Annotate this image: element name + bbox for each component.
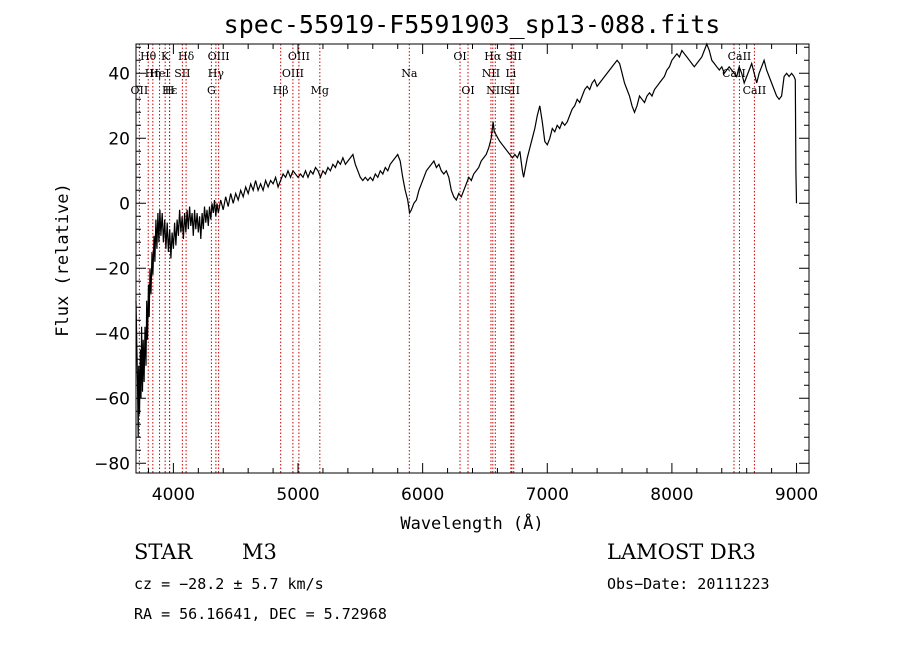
line-label-oiii-4363: OIII (208, 50, 230, 63)
line-label-g-4305: G (207, 84, 216, 97)
x-tick-label: 8000 (650, 485, 693, 505)
line-label-nii-6583: NII (486, 84, 504, 97)
line-label-oii-3727: OII (131, 84, 149, 97)
y-tick-label: 40 (108, 64, 130, 84)
line-label-caii-8662: CaII (743, 84, 767, 97)
x-tick-label: 4000 (152, 485, 195, 505)
line-label-na-5893: Na (401, 67, 418, 80)
line-label-k-3934: K (161, 50, 170, 63)
line-label-hθ-3798: Hθ (140, 50, 157, 63)
line-label-h-3969: H (165, 84, 175, 97)
coordinates: RA = 56.16641, DEC = 5.72968 (134, 605, 387, 623)
object-subclass: M3 (242, 540, 277, 564)
line-label-sii-6731: SII (506, 50, 522, 63)
y-tick-label: −40 (94, 324, 130, 344)
y-axis-label: Flux (relative) (53, 183, 73, 337)
survey-name: LAMOST DR3 (607, 540, 756, 564)
y-tick-label: −80 (94, 454, 130, 474)
x-tick-label: 5000 (276, 485, 319, 505)
line-label-hei-3889: HeI (149, 67, 169, 80)
line-label-hδ-4102: Hδ (178, 50, 195, 63)
y-tick-label: −60 (94, 389, 130, 409)
line-label-oi-6300: OI (453, 50, 466, 63)
line-label-oi-6364: OI (461, 84, 474, 97)
observation-date: Obs−Date: 20111223 (607, 575, 770, 593)
line-label-mg-5175: Mg (311, 84, 329, 97)
plot-frame (135, 43, 810, 474)
y-tick-label: 0 (119, 194, 130, 214)
line-label-sii-4072: SII (174, 67, 190, 80)
x-tick-label: 9000 (775, 485, 818, 505)
y-axis-ticks: −80 −60 −40 −20 0 20 40 (94, 46, 809, 474)
line-label-caii-8542: CaII (728, 50, 752, 63)
line-label-hε-3970: Hε (162, 84, 178, 97)
line-label-oiii-4959: OIII (282, 67, 304, 80)
spectral-line-markers (138, 44, 755, 473)
spectrum-series (135, 42, 798, 438)
x-tick-label: 6000 (401, 485, 444, 505)
object-class: STAR (134, 540, 193, 564)
line-label-hα-6563: Hα (484, 50, 502, 63)
redshift-cz: cz = −28.2 ± 5.7 km/s (134, 575, 324, 593)
y-tick-label: −20 (94, 259, 130, 279)
x-tick-label: 7000 (526, 485, 569, 505)
chart-title: spec-55919-F5591903_sp13-088.fits (224, 10, 721, 39)
x-axis-ticks: 4000 5000 6000 7000 8000 9000 (147, 44, 818, 505)
line-label-sii-6716: SII (504, 84, 520, 97)
line-label-nii-6548: NII (482, 67, 500, 80)
line-label-hγ-4341: Hγ (208, 67, 225, 80)
x-axis-label: Wavelength (Å) (400, 512, 543, 534)
line-label-oiii-5007: OIII (288, 50, 310, 63)
y-tick-label: 20 (108, 129, 130, 149)
line-label-li-6708: Li (505, 67, 516, 80)
line-label-hη-3835: Hη (145, 67, 161, 80)
line-label-hβ-4861: Hβ (273, 84, 289, 97)
